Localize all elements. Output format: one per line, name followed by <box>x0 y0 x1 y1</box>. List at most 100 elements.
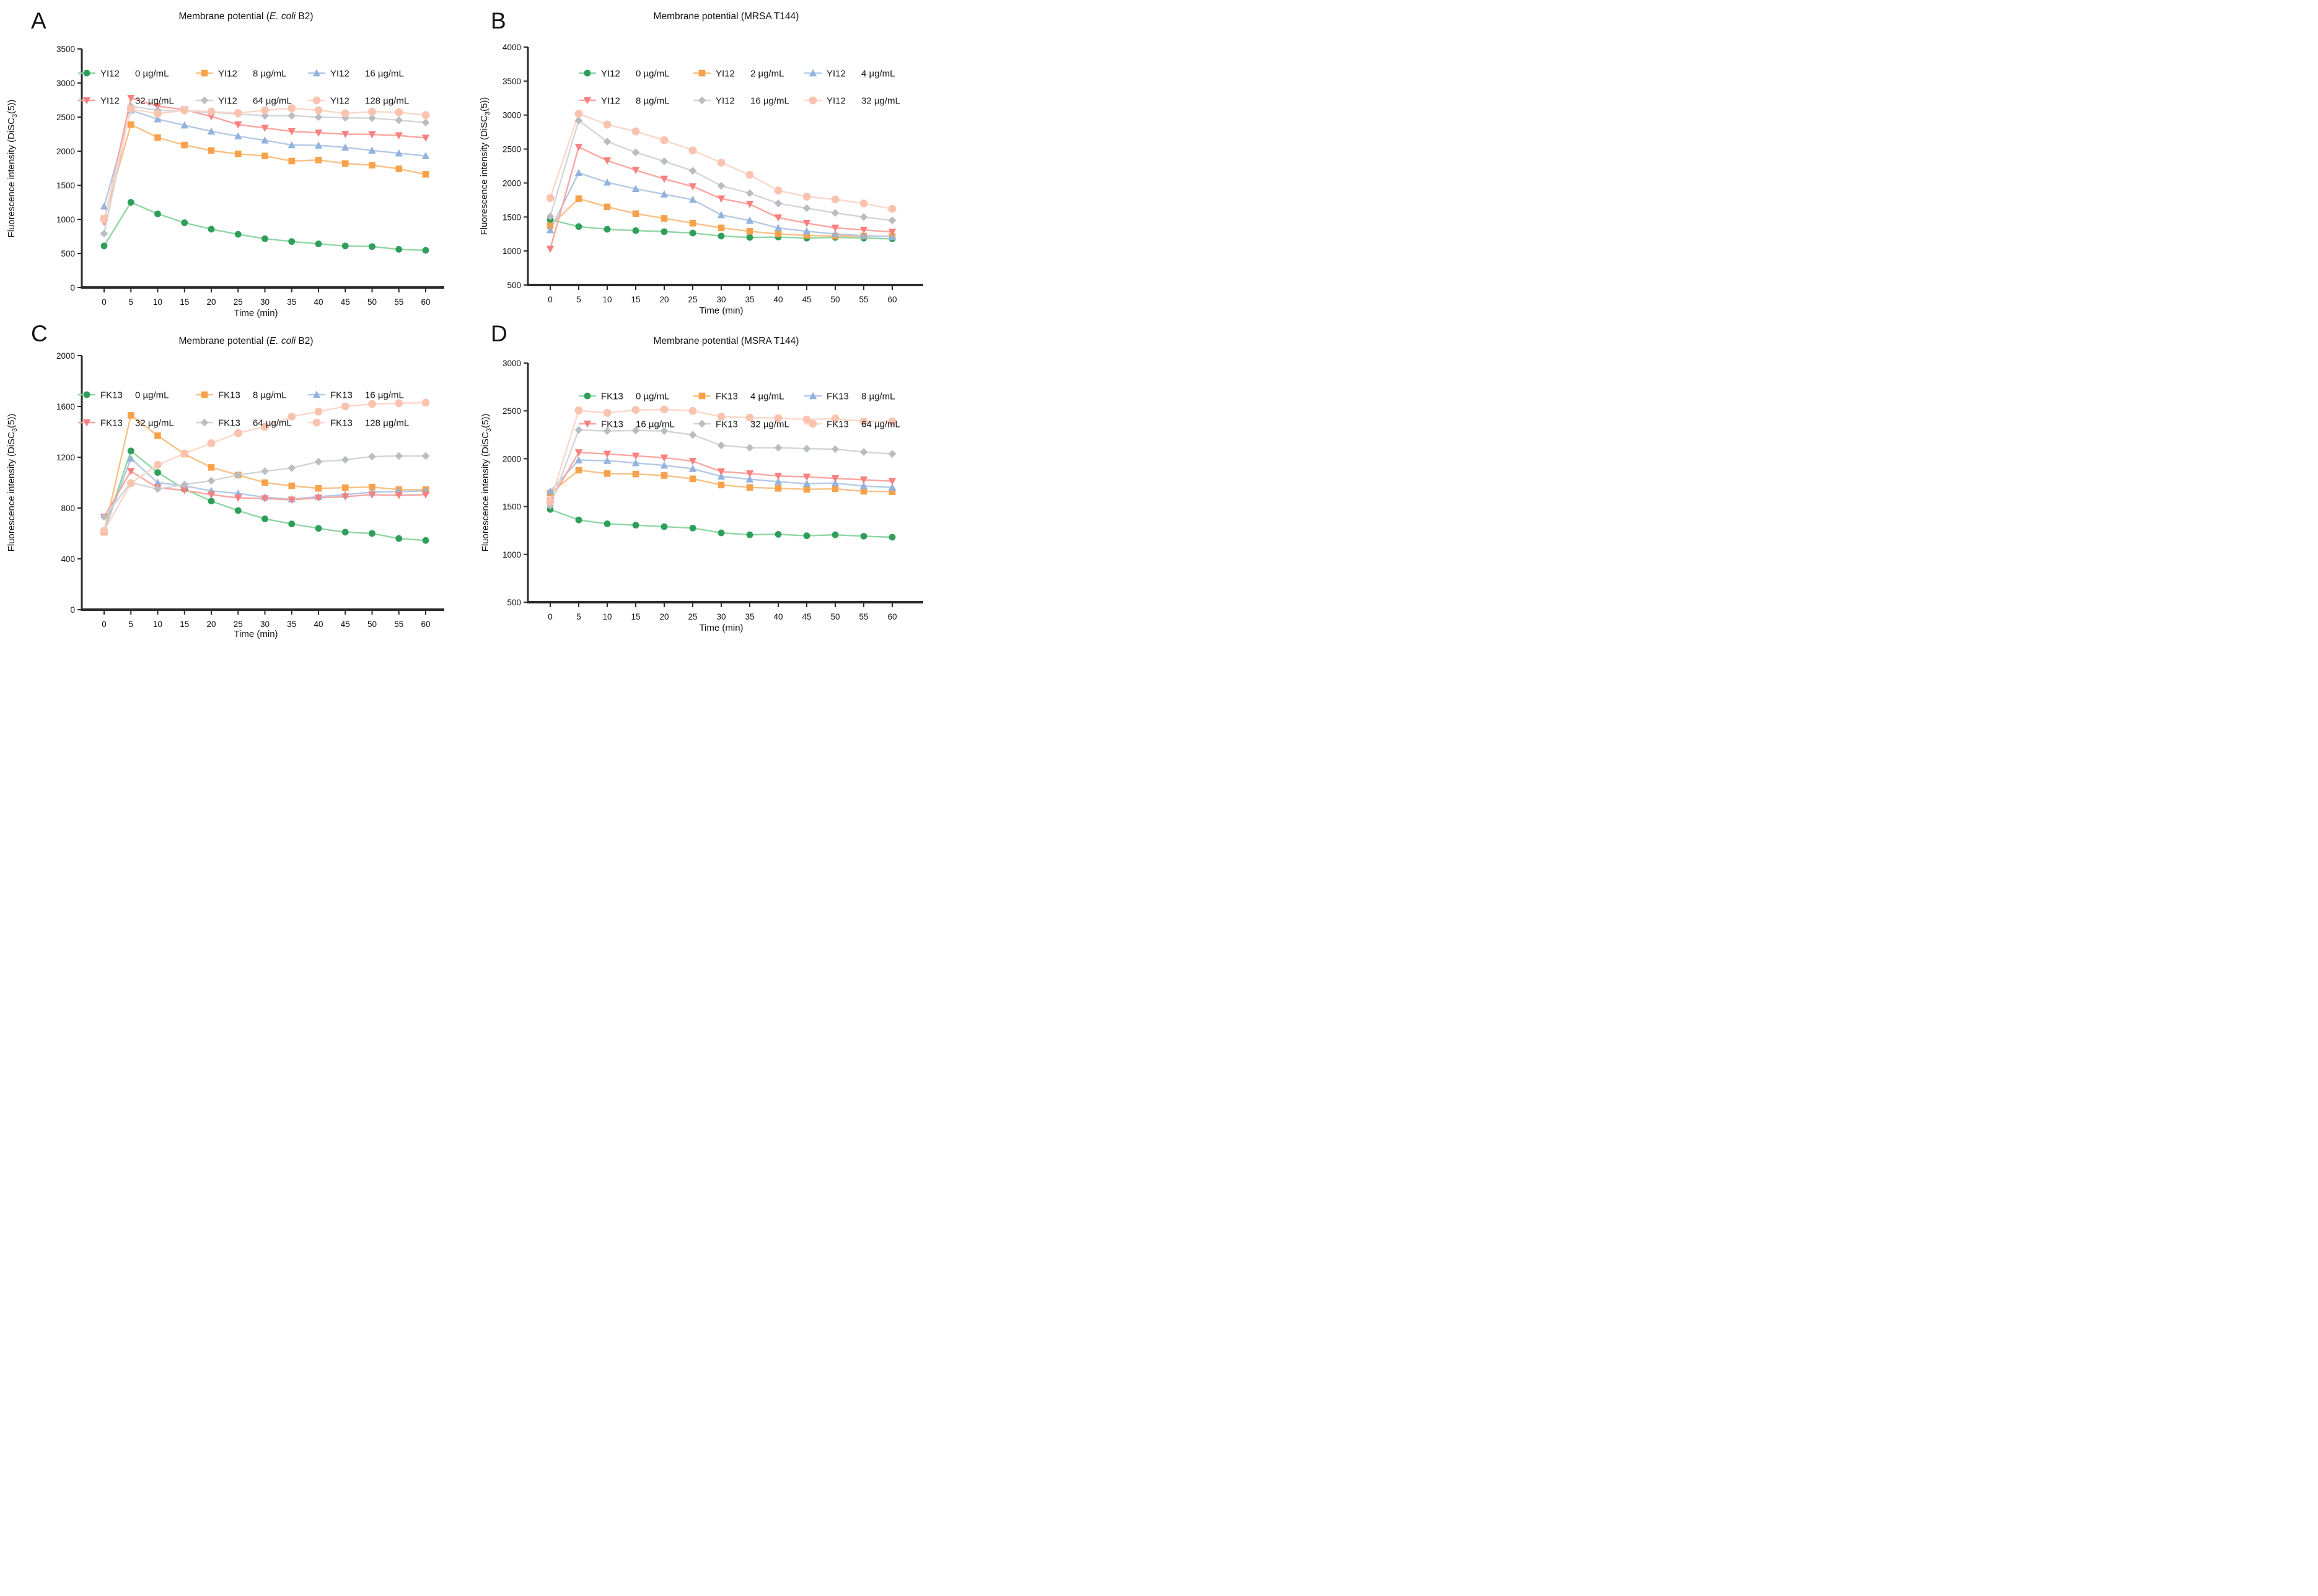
legend-item: YI12 2 µg/mL <box>693 69 784 79</box>
data-point-marker <box>859 226 868 234</box>
data-point-marker <box>859 199 868 208</box>
data-point-marker <box>261 479 268 486</box>
data-point-marker <box>127 95 135 102</box>
x-tick-label: 60 <box>887 295 897 304</box>
data-point-marker <box>745 444 754 452</box>
data-point-marker <box>688 458 697 465</box>
data-point-marker <box>261 125 269 132</box>
x-tick-label: 0 <box>102 297 107 307</box>
data-point-marker <box>127 412 134 419</box>
x-tick-label: 35 <box>287 297 296 307</box>
legend-label-concentration: 2 µg/mL <box>750 69 784 79</box>
legend-label-concentration: 64 µg/mL <box>253 418 292 429</box>
data-point-marker <box>314 141 323 149</box>
data-point-marker <box>660 136 669 144</box>
data-point-marker <box>341 493 349 501</box>
data-point-marker <box>314 113 323 121</box>
legend-item: YI12 64 µg/mL <box>196 96 292 107</box>
data-point-marker <box>368 107 376 116</box>
data-point-marker <box>369 530 375 537</box>
data-point-marker <box>689 229 696 237</box>
legend-label-concentration: 16 µg/mL <box>636 419 675 430</box>
data-point-marker <box>688 465 697 472</box>
data-point-marker <box>288 413 296 421</box>
x-tick-label: 30 <box>260 620 270 629</box>
legend-label-name: FK13 <box>100 418 123 429</box>
data-point-marker <box>831 230 840 237</box>
data-point-marker <box>574 406 583 414</box>
x-tick-label: 0 <box>548 295 553 304</box>
legend-label-name: FK13 <box>827 419 849 430</box>
data-point-marker <box>369 243 375 250</box>
x-tick-label: 55 <box>859 295 868 304</box>
data-point-marker <box>774 472 783 480</box>
x-axis-label: Time (min) <box>699 305 743 316</box>
x-tick-label: 0 <box>102 620 107 629</box>
data-point-marker <box>395 108 403 116</box>
data-point-marker <box>574 456 583 463</box>
data-point-marker <box>860 488 867 495</box>
x-tick-label: 5 <box>576 295 581 304</box>
data-point-marker <box>154 460 162 469</box>
data-point-marker <box>341 528 349 536</box>
data-point-marker <box>774 214 783 222</box>
data-point-marker <box>661 228 668 235</box>
data-point-marker <box>802 227 811 235</box>
data-point-marker <box>888 478 897 486</box>
x-tick-label: 55 <box>394 620 403 629</box>
data-point-marker <box>100 229 108 238</box>
data-point-marker <box>395 149 403 157</box>
panel-C: C Membrane potential (E. coli B2) Fluore… <box>0 319 463 639</box>
data-point-marker <box>888 483 897 491</box>
y-tick-label: 1000 <box>503 550 521 559</box>
data-point-marker <box>314 457 323 466</box>
data-point-marker <box>717 182 726 190</box>
data-point-marker <box>698 419 706 428</box>
y-tick-label: 2000 <box>503 454 521 463</box>
data-point-marker <box>746 234 753 241</box>
data-point-marker <box>717 472 726 480</box>
x-tick-label: 45 <box>802 295 811 304</box>
x-axis-label: Time (min) <box>234 629 278 639</box>
legend-item: FK13 0 µg/mL <box>579 392 670 402</box>
x-tick-label: 55 <box>859 612 868 621</box>
data-point-marker <box>154 478 162 486</box>
legend-label-concentration: 16 µg/mL <box>750 96 789 107</box>
y-axis-label: Fluorescence intensity (DiSC3(5)) <box>479 97 491 235</box>
data-point-marker <box>603 408 612 417</box>
data-point-marker <box>395 116 403 125</box>
legend-item: YI12 8 µg/mL <box>579 96 670 107</box>
data-point-marker <box>632 470 639 478</box>
x-tick-label: 10 <box>602 612 612 621</box>
data-point-marker <box>234 121 242 129</box>
legend-label-concentration: 8 µg/mL <box>636 96 670 107</box>
plot-area: 0 400 800 1200 1600 2000 0 5 10 15 20 25 30 35 40 45 50 5… <box>56 351 444 629</box>
data-point-marker <box>315 157 322 164</box>
data-point-marker <box>775 484 782 492</box>
legend-label-name: FK13 <box>601 392 623 402</box>
y-tick-label: 2500 <box>56 113 75 122</box>
data-point-marker <box>368 452 376 461</box>
data-point-marker <box>341 484 349 491</box>
x-tick-label: 30 <box>716 295 726 304</box>
x-tick-label: 35 <box>745 612 754 621</box>
data-point-marker <box>803 532 810 540</box>
x-tick-label: 20 <box>659 612 669 621</box>
legend-label-concentration: 32 µg/mL <box>861 96 900 107</box>
data-point-marker <box>180 449 189 458</box>
data-point-marker <box>100 513 108 521</box>
legend-item: FK13 0 µg/mL <box>78 390 169 401</box>
data-point-marker <box>154 210 161 217</box>
x-tick-label: 30 <box>260 297 270 307</box>
data-point-marker <box>200 418 209 427</box>
x-tick-label: 5 <box>128 297 133 307</box>
data-point-marker <box>546 194 555 202</box>
data-point-marker <box>261 495 269 503</box>
data-point-marker <box>288 238 296 245</box>
x-tick-label: 15 <box>180 620 189 629</box>
data-point-marker <box>288 464 296 472</box>
legend-label-name: FK13 <box>330 390 353 401</box>
x-tick-label: 15 <box>180 297 189 307</box>
data-point-marker <box>745 413 754 422</box>
legend-item: FK13 8 µg/mL <box>196 390 287 401</box>
